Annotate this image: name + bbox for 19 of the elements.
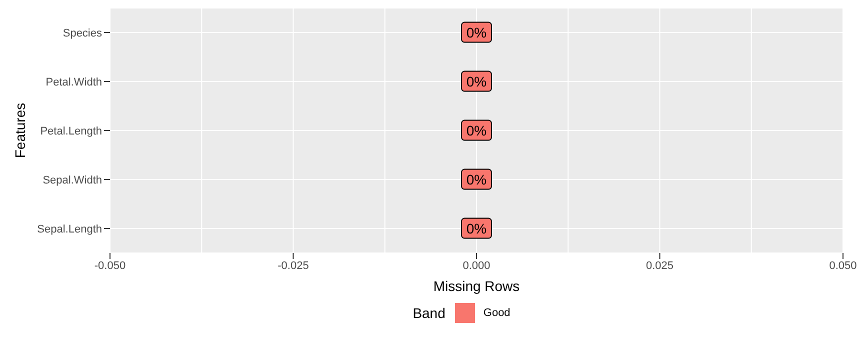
y-tick-label: Petal.Length	[40, 125, 102, 138]
data-label: 0%	[466, 24, 487, 40]
legend-title: Band	[412, 305, 446, 321]
x-tick-label: -0.025	[278, 260, 309, 272]
x-tick-label: 0.050	[829, 260, 857, 272]
y-tick-label: Petal.Width	[46, 76, 102, 88]
x-tick-label: 0.025	[646, 260, 674, 272]
x-tick-label: -0.050	[94, 260, 126, 272]
data-label: 0%	[466, 171, 487, 188]
x-tick-label: 0.000	[462, 260, 490, 272]
legend-label: Good	[483, 307, 510, 319]
y-tick-label: Sepal.Length	[37, 223, 102, 236]
y-tick-label: Sepal.Width	[42, 174, 102, 186]
data-label: 0%	[466, 220, 487, 236]
x-axis-title: Missing Rows	[433, 278, 520, 294]
data-label: 0%	[466, 122, 487, 138]
y-axis-title: Features	[12, 102, 28, 158]
y-tick-label: Species	[62, 27, 102, 40]
data-label: 0%	[466, 73, 487, 90]
